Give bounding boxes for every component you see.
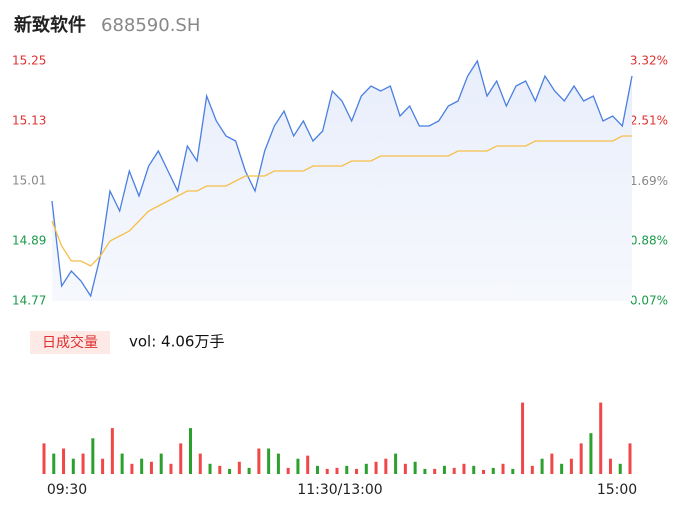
volume-label: vol: 4.06万手 (129, 333, 224, 351)
volume-bar (71, 458, 75, 474)
volume-bar (257, 448, 261, 474)
volume-bar (149, 461, 153, 474)
volume-bar (267, 448, 271, 474)
y2-tick-label: 2.51% (630, 113, 668, 127)
volume-bar (315, 465, 319, 474)
volume-bar (482, 469, 485, 474)
stock-name: 新致软件 (14, 14, 86, 36)
volume-bar (511, 468, 515, 474)
volume-tag-bg (30, 331, 110, 354)
volume-bar (491, 467, 495, 474)
volume-bar (306, 455, 310, 474)
volume-bar (91, 438, 95, 474)
y-tick-label: 14.77 (12, 294, 46, 308)
volume-bar (208, 463, 212, 474)
volume-bar (130, 463, 134, 474)
volume-bar (237, 461, 241, 474)
volume-bar (120, 453, 124, 474)
price-area (52, 61, 632, 301)
volume-bar (384, 458, 388, 474)
volume-bar (110, 428, 114, 474)
y-tick-label: 14.89 (12, 234, 46, 248)
volume-bar (618, 463, 622, 474)
volume-bar (442, 465, 446, 474)
volume-bar (62, 448, 66, 474)
volume-bar (462, 463, 466, 474)
volume-bar (159, 453, 163, 474)
volume-bar (501, 463, 505, 474)
volume-bar (472, 465, 476, 474)
volume-bar (452, 467, 456, 474)
volume-bar (228, 468, 232, 474)
volume-title: 日成交量 (42, 334, 98, 351)
volume-bar (325, 468, 329, 474)
volume-bar (286, 467, 290, 474)
volume-bar (42, 443, 46, 474)
volume-bar (335, 467, 339, 474)
volume-bar (560, 463, 564, 474)
volume-bar (394, 453, 398, 474)
y2-tick-label: 0.07% (630, 294, 668, 308)
y2-tick-label: 3.32% (630, 54, 668, 68)
volume-bar (169, 463, 173, 474)
volume-bar (355, 468, 359, 474)
x-tick-label: 09:30 (47, 482, 87, 498)
volume-bar (628, 443, 632, 474)
volume-bar (540, 458, 544, 474)
volume-bar (550, 453, 554, 474)
volume-bar (198, 453, 202, 474)
volume-bar (608, 458, 612, 474)
y-tick-label: 15.13 (12, 114, 46, 128)
volume-bar (140, 458, 144, 474)
volume-bar (374, 461, 378, 474)
volume-bar (589, 433, 593, 474)
y-tick-label: 15.25 (12, 54, 46, 68)
volume-bar (296, 458, 300, 474)
volume-bar (403, 463, 407, 474)
y2-tick-label: 1.69% (630, 174, 668, 188)
volume-bar (569, 458, 573, 474)
volume-bar (179, 443, 183, 474)
volume-bar (345, 465, 349, 474)
line-price (51, 59, 633, 298)
volume-bar (599, 402, 603, 474)
y-tick-label: 15.01 (12, 174, 46, 188)
volume-bar (52, 453, 56, 474)
stock-code: 688590.SH (101, 15, 200, 36)
volume-bar (247, 467, 251, 474)
volume-bar (101, 458, 105, 474)
x-tick-label: 11:30/13:00 (297, 482, 382, 498)
volume-bar (276, 453, 280, 474)
volume-bar (521, 402, 525, 474)
y2-tick-label: 0.88% (630, 234, 668, 248)
volume-bar (218, 465, 222, 474)
volume-bar (423, 468, 427, 474)
volume-bar (413, 461, 417, 474)
volume-bar (579, 443, 583, 474)
line-average (51, 135, 632, 267)
volume-bar (530, 465, 534, 474)
volume-bar (433, 468, 437, 474)
volume-bar (364, 463, 368, 474)
volume-bar (81, 453, 85, 474)
x-tick-label: 15:00 (597, 482, 637, 498)
volume-bar (189, 428, 192, 474)
